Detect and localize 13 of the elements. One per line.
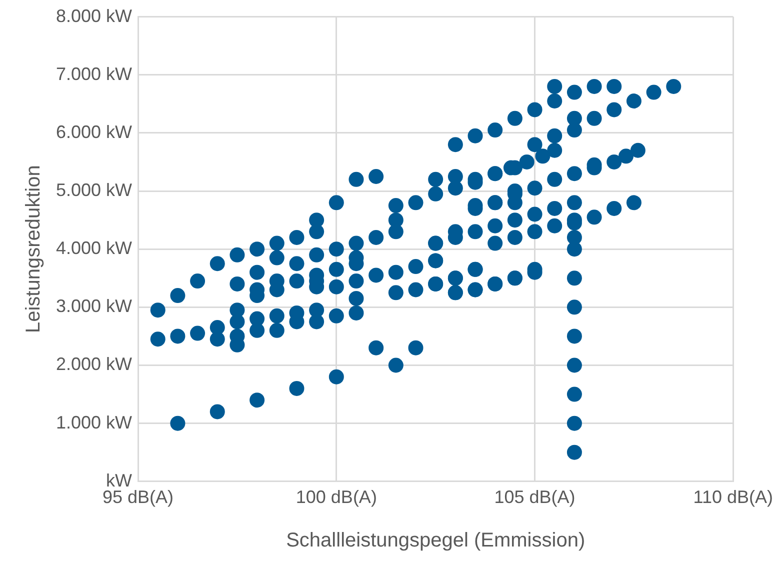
y-tick-label: 4.000 kW <box>56 238 132 258</box>
y-tick-label: 8.000 kW <box>56 6 132 26</box>
x-tick-label: 105 dB(A) <box>494 487 576 508</box>
x-axis-title: Schallleistungspegel (Emmission) <box>286 530 586 552</box>
y-axis-title: Leistungsreduktion <box>22 165 45 334</box>
x-tick-label: 100 dB(A) <box>296 487 377 508</box>
x-tick-label: 110 dB(A) <box>693 487 774 508</box>
y-tick-label: 1.000 kW <box>56 412 132 432</box>
y-tick-label: 7.000 kW <box>56 64 132 84</box>
y-tick-label: 5.000 kW <box>56 180 132 200</box>
y-tick-label: 6.000 kW <box>56 122 132 142</box>
y-tick-label: 2.000 kW <box>56 354 132 374</box>
y-tick-label: 3.000 kW <box>56 296 132 316</box>
